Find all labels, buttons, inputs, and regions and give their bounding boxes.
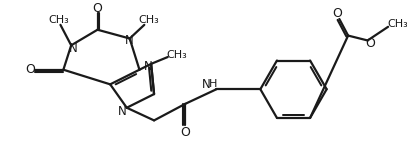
Text: N: N xyxy=(144,60,153,73)
Text: N: N xyxy=(125,34,134,47)
Text: CH₃: CH₃ xyxy=(166,50,187,60)
Text: H: H xyxy=(208,79,217,89)
Text: N: N xyxy=(69,42,77,55)
Text: CH₃: CH₃ xyxy=(48,15,69,25)
Text: CH₃: CH₃ xyxy=(139,15,160,25)
Text: O: O xyxy=(333,7,342,20)
Text: CH₃: CH₃ xyxy=(387,19,407,29)
Text: O: O xyxy=(180,126,190,139)
Text: N: N xyxy=(202,78,211,91)
Text: O: O xyxy=(92,2,103,15)
Text: O: O xyxy=(365,37,376,50)
Text: O: O xyxy=(25,63,35,76)
Text: N: N xyxy=(118,105,126,118)
